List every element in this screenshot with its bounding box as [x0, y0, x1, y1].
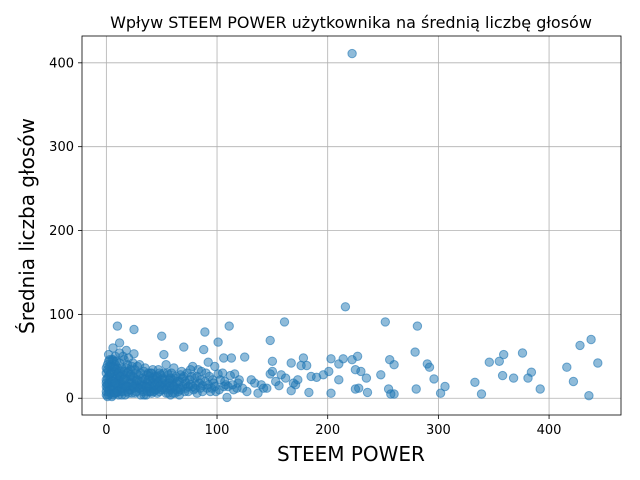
data-point [161, 360, 171, 370]
data-point [114, 338, 125, 348]
data-point [242, 386, 252, 397]
y-tick-label: 0 [66, 392, 74, 407]
data-point [334, 359, 344, 369]
y-tick-label: 400 [49, 56, 74, 71]
data-point [429, 374, 439, 384]
data-point [535, 384, 545, 394]
data-point [210, 361, 220, 372]
data-point [484, 357, 494, 367]
data-point [114, 358, 125, 368]
data-point [383, 384, 394, 394]
data-point [217, 368, 228, 378]
data-point [110, 378, 120, 388]
data-point [410, 347, 420, 357]
data-point [279, 317, 290, 327]
data-points [101, 48, 603, 403]
data-point [200, 327, 210, 337]
data-point [262, 383, 272, 393]
data-point [108, 343, 118, 353]
data-point [318, 370, 328, 380]
data-point [213, 337, 223, 347]
data-point [265, 335, 275, 346]
data-point [112, 321, 123, 331]
data-point [340, 302, 351, 312]
data-point [350, 384, 361, 394]
data-point [362, 387, 373, 398]
x-tick-label: 400 [537, 423, 562, 438]
data-point [159, 349, 169, 360]
data-point [347, 48, 357, 59]
x-tick-label: 300 [426, 423, 451, 438]
data-point [326, 354, 336, 364]
y-axis-label: Średnia liczba głosów [15, 118, 39, 334]
data-point [494, 356, 504, 366]
x-tick-label: 200 [315, 423, 340, 438]
data-point [508, 373, 519, 383]
data-point [114, 348, 125, 358]
data-point [203, 357, 213, 367]
chart-title: Wpływ STEEM POWER użytkownika na średnią… [110, 13, 592, 32]
data-point [253, 388, 263, 398]
data-point [584, 391, 594, 401]
data-point [224, 321, 234, 331]
data-point [517, 348, 528, 358]
data-point [286, 358, 296, 368]
data-point [470, 377, 480, 387]
data-point [389, 360, 399, 370]
data-point [593, 358, 603, 368]
data-point [240, 352, 250, 362]
x-axis-ticks: 0 100 200 300 400 [102, 415, 561, 438]
data-point [568, 376, 579, 387]
data-point [267, 366, 278, 377]
data-point [361, 373, 372, 383]
data-point [499, 349, 509, 360]
data-point [586, 334, 596, 345]
data-point [293, 375, 303, 385]
data-point [214, 385, 224, 395]
x-tick-label: 0 [102, 423, 110, 438]
data-point [497, 370, 508, 381]
data-point [575, 340, 585, 351]
plot-frame [81, 35, 622, 416]
data-point [227, 380, 238, 390]
data-point [157, 331, 167, 341]
data-point [192, 371, 202, 382]
data-point [411, 384, 421, 394]
data-point [271, 376, 281, 387]
data-point [304, 387, 314, 398]
data-point [562, 362, 572, 372]
data-point [199, 344, 209, 355]
data-point [526, 367, 537, 377]
data-point [222, 392, 232, 403]
data-point [326, 388, 336, 398]
data-point [424, 362, 435, 372]
x-tick-label: 100 [205, 423, 230, 438]
data-point [219, 353, 229, 363]
data-point [476, 389, 487, 399]
data-point [412, 321, 423, 331]
data-point [197, 386, 208, 397]
data-point [226, 353, 237, 363]
data-point [280, 373, 291, 383]
y-tick-label: 300 [49, 140, 74, 155]
data-point [376, 370, 386, 380]
data-point [356, 366, 366, 377]
data-point [136, 368, 146, 378]
data-point [440, 381, 450, 392]
y-tick-label: 200 [49, 224, 74, 239]
y-tick-label: 100 [49, 308, 74, 323]
data-point [286, 386, 296, 396]
data-point [267, 356, 278, 366]
data-point [435, 388, 446, 398]
x-axis-label: STEEM POWER [277, 442, 425, 466]
data-point [179, 342, 189, 352]
data-point [334, 375, 344, 385]
data-point [129, 324, 139, 335]
data-point [302, 360, 312, 371]
data-point [380, 317, 390, 327]
y-axis-ticks: 0 100 200 300 400 [49, 56, 82, 407]
data-point [169, 363, 179, 373]
data-point [352, 351, 363, 361]
